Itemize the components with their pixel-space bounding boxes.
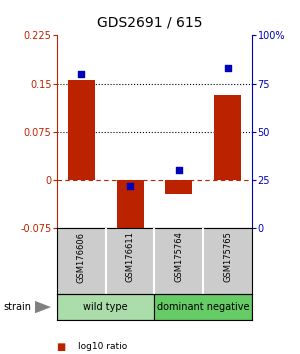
Bar — [166, 180, 192, 194]
Bar — [154, 294, 252, 320]
Bar — [117, 180, 143, 239]
Bar — [57, 294, 154, 320]
Text: strain: strain — [3, 302, 31, 312]
Point — [128, 183, 133, 189]
Text: GSM175765: GSM175765 — [223, 232, 232, 282]
Text: wild type: wild type — [83, 302, 128, 312]
Text: GSM176611: GSM176611 — [126, 232, 135, 282]
Point — [225, 65, 230, 71]
Text: dominant negative: dominant negative — [157, 302, 250, 312]
Point — [79, 71, 84, 77]
Bar — [68, 80, 95, 180]
Text: GDS2691 / 615: GDS2691 / 615 — [97, 16, 203, 30]
Text: GSM176606: GSM176606 — [77, 232, 86, 282]
Text: log10 ratio: log10 ratio — [78, 342, 127, 352]
Point — [176, 167, 181, 173]
Bar — [214, 95, 241, 180]
Polygon shape — [34, 301, 51, 314]
Text: ■: ■ — [57, 342, 69, 352]
Text: GSM175764: GSM175764 — [174, 232, 183, 282]
